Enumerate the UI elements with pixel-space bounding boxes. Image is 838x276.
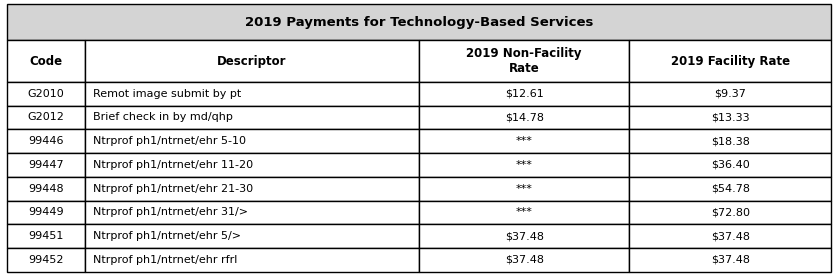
Bar <box>7 248 85 272</box>
Text: 2019 Non-Facility
Rate: 2019 Non-Facility Rate <box>467 47 582 75</box>
Bar <box>419 224 629 248</box>
Bar <box>85 248 419 272</box>
Bar <box>419 82 629 105</box>
Text: Code: Code <box>29 55 63 68</box>
Bar <box>7 153 85 177</box>
Bar <box>629 82 831 105</box>
Text: Brief check in by md/qhp: Brief check in by md/qhp <box>93 112 233 123</box>
Bar <box>629 153 831 177</box>
Text: $54.78: $54.78 <box>711 184 750 194</box>
Bar <box>629 105 831 129</box>
Text: ***: *** <box>515 184 533 194</box>
Bar <box>419 153 629 177</box>
Text: Descriptor: Descriptor <box>217 55 287 68</box>
Bar <box>7 40 85 82</box>
Text: ***: *** <box>515 136 533 146</box>
Bar <box>7 201 85 224</box>
Text: $13.33: $13.33 <box>711 112 750 123</box>
Bar <box>7 4 831 40</box>
Text: $36.40: $36.40 <box>711 160 750 170</box>
Bar <box>629 129 831 153</box>
Text: Ntrprof ph1/ntrnet/ehr 31/>: Ntrprof ph1/ntrnet/ehr 31/> <box>93 208 248 217</box>
Text: $37.48: $37.48 <box>504 231 544 241</box>
Bar <box>629 248 831 272</box>
Bar <box>85 224 419 248</box>
Text: $12.61: $12.61 <box>504 89 544 99</box>
Text: 99451: 99451 <box>28 231 64 241</box>
Text: 99449: 99449 <box>28 208 64 217</box>
Bar <box>629 201 831 224</box>
Text: $37.48: $37.48 <box>504 255 544 265</box>
Text: Ntrprof ph1/ntrnet/ehr 11-20: Ntrprof ph1/ntrnet/ehr 11-20 <box>93 160 254 170</box>
Text: 99447: 99447 <box>28 160 64 170</box>
Text: 2019 Payments for Technology-Based Services: 2019 Payments for Technology-Based Servi… <box>245 16 593 29</box>
Bar <box>419 177 629 201</box>
Text: G2010: G2010 <box>28 89 65 99</box>
Bar <box>419 248 629 272</box>
Bar <box>419 40 629 82</box>
Bar <box>85 177 419 201</box>
Bar <box>629 224 831 248</box>
Bar <box>85 129 419 153</box>
Text: $37.48: $37.48 <box>711 231 750 241</box>
Bar <box>85 40 419 82</box>
Text: Remot image submit by pt: Remot image submit by pt <box>93 89 241 99</box>
Text: $18.38: $18.38 <box>711 136 750 146</box>
Text: Ntrprof ph1/ntrnet/ehr 5/>: Ntrprof ph1/ntrnet/ehr 5/> <box>93 231 241 241</box>
Text: Ntrprof ph1/ntrnet/ehr rfrl: Ntrprof ph1/ntrnet/ehr rfrl <box>93 255 238 265</box>
Bar <box>7 177 85 201</box>
Text: G2012: G2012 <box>28 112 65 123</box>
Bar <box>419 201 629 224</box>
Text: $14.78: $14.78 <box>504 112 544 123</box>
Text: 2019 Facility Rate: 2019 Facility Rate <box>670 55 790 68</box>
Bar <box>7 82 85 105</box>
Bar <box>85 153 419 177</box>
Bar <box>7 224 85 248</box>
Bar <box>85 82 419 105</box>
Bar <box>7 129 85 153</box>
Text: 99452: 99452 <box>28 255 64 265</box>
Bar <box>85 201 419 224</box>
Bar <box>629 177 831 201</box>
Text: Ntrprof ph1/ntrnet/ehr 5-10: Ntrprof ph1/ntrnet/ehr 5-10 <box>93 136 246 146</box>
Text: ***: *** <box>515 160 533 170</box>
Bar <box>85 105 419 129</box>
Bar <box>7 105 85 129</box>
Text: 99448: 99448 <box>28 184 64 194</box>
Bar <box>419 105 629 129</box>
Bar <box>419 129 629 153</box>
Text: ***: *** <box>515 208 533 217</box>
Text: Ntrprof ph1/ntrnet/ehr 21-30: Ntrprof ph1/ntrnet/ehr 21-30 <box>93 184 254 194</box>
Text: 99446: 99446 <box>28 136 64 146</box>
Text: $72.80: $72.80 <box>711 208 750 217</box>
Text: $9.37: $9.37 <box>714 89 746 99</box>
Bar <box>629 40 831 82</box>
Text: $37.48: $37.48 <box>711 255 750 265</box>
